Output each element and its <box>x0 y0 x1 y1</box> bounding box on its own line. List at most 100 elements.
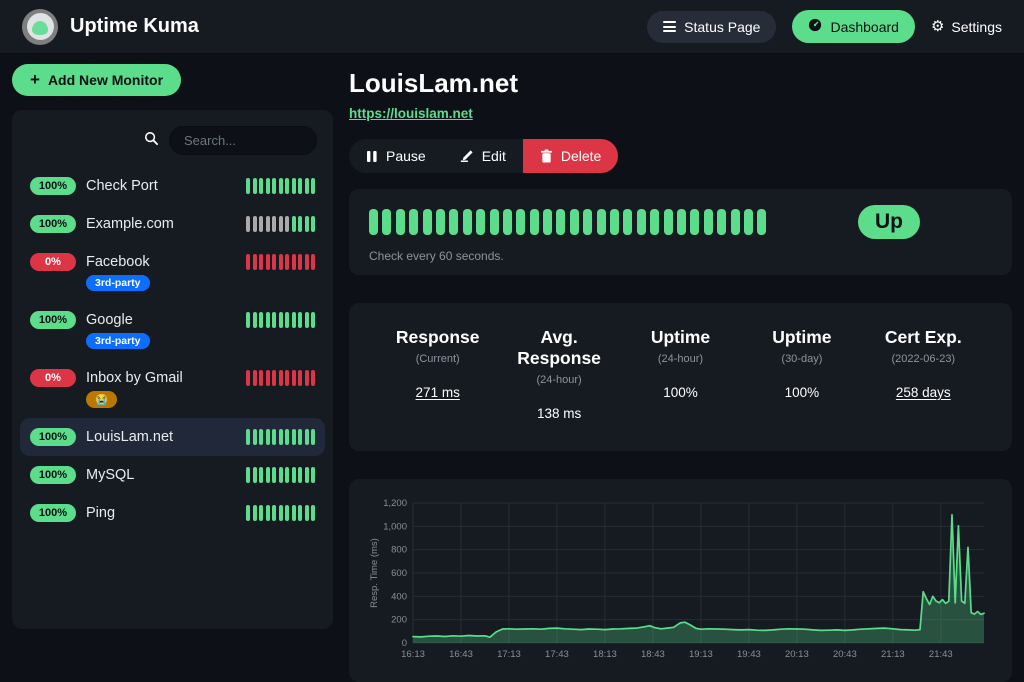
beat-up <box>265 467 270 483</box>
beat-up <box>382 209 392 235</box>
check-interval-note: Check every 60 seconds. <box>369 249 504 263</box>
delete-button[interactable]: Delete <box>522 139 619 173</box>
monitor-name: Facebook <box>86 254 150 270</box>
monitor-item-inbox-by-gmail[interactable]: 0% Inbox by Gmail 😭 <box>20 359 325 418</box>
beat-up <box>291 467 296 483</box>
beat-up <box>291 178 296 194</box>
beat-up <box>636 209 646 235</box>
heartbeat-bar-mini <box>246 312 315 328</box>
svg-text:19:43: 19:43 <box>737 649 761 660</box>
uptime-badge: 100% <box>30 504 76 522</box>
beat-up <box>596 209 606 235</box>
monitor-item-facebook[interactable]: 0% Facebook 3rd-party <box>20 243 325 301</box>
beat-down <box>265 254 270 270</box>
edit-button[interactable]: Edit <box>442 139 523 173</box>
beat-down <box>285 370 289 386</box>
beat-up <box>610 209 620 235</box>
beat-empty <box>246 216 250 232</box>
dashboard-label: Dashboard <box>830 18 899 35</box>
delete-label: Delete <box>560 148 602 164</box>
beat-up <box>298 429 302 445</box>
monitor-name: Example.com <box>86 216 174 232</box>
beat-up <box>298 467 302 483</box>
monitor-action-group: Pause Edit Delete <box>349 139 619 173</box>
monitor-item-ping[interactable]: 100% Ping <box>20 494 325 532</box>
pause-button[interactable]: Pause <box>349 139 443 173</box>
beat-up <box>690 209 700 235</box>
beat-up <box>278 505 283 521</box>
beat-down <box>278 370 283 386</box>
search-input[interactable] <box>169 126 317 155</box>
beat-up <box>246 429 250 445</box>
stat-value[interactable]: 258 days <box>895 385 951 400</box>
svg-text:21:43: 21:43 <box>929 649 953 660</box>
heartbeat-bar-mini <box>246 254 315 270</box>
add-monitor-label: Add New Monitor <box>47 72 164 88</box>
beat-empty <box>278 216 283 232</box>
add-new-monitor-button[interactable]: + Add New Monitor <box>12 64 182 96</box>
monitor-item-google[interactable]: 100% Google 3rd-party <box>20 301 325 359</box>
beat-up <box>449 209 459 235</box>
monitor-url-link[interactable]: https://louislam.net <box>349 106 473 121</box>
beat-down <box>252 370 257 386</box>
beat-up <box>569 209 579 235</box>
dashboard-button[interactable]: Dashboard <box>792 10 915 43</box>
heartbeat-bar-mini <box>246 467 315 483</box>
svg-text:21:13: 21:13 <box>881 649 905 660</box>
monitor-item-louislam-net[interactable]: 100% LouisLam.net <box>20 418 325 456</box>
stat-value: 100% <box>784 385 820 400</box>
svg-text:Resp. Time (ms): Resp. Time (ms) <box>369 538 380 608</box>
beat-up <box>272 178 276 194</box>
beat-up <box>304 312 309 328</box>
stat-value: 138 ms <box>536 406 582 421</box>
settings-label: Settings <box>951 18 1002 35</box>
beat-up <box>252 429 257 445</box>
monitor-item-example-com[interactable]: 100% Example.com <box>20 205 325 243</box>
monitor-item-check-port[interactable]: 100% Check Port <box>20 167 325 205</box>
beat-up <box>285 505 289 521</box>
beat-up <box>246 505 250 521</box>
beat-up <box>285 178 289 194</box>
beat-down <box>259 254 263 270</box>
beat-up <box>422 209 432 235</box>
search-icon <box>144 131 159 151</box>
plus-icon: + <box>30 70 40 90</box>
beat-up <box>278 178 283 194</box>
beat-up <box>291 216 296 232</box>
monitor-name: Inbox by Gmail <box>86 370 183 386</box>
uptime-badge: 100% <box>30 311 76 329</box>
beat-up <box>265 429 270 445</box>
beat-up <box>272 429 276 445</box>
beat-up <box>252 178 257 194</box>
beat-up <box>291 429 296 445</box>
beat-down <box>298 370 302 386</box>
beat-up <box>252 312 257 328</box>
svg-text:18:43: 18:43 <box>641 649 665 660</box>
response-time-chart[interactable]: 0 200 400 600 800 1,000 1,200 16:13 16:43 17:13 17… <box>367 497 990 665</box>
monitor-item-mysql[interactable]: 100% MySQL <box>20 456 325 494</box>
beat-up <box>265 505 270 521</box>
svg-text:600: 600 <box>391 568 407 579</box>
beat-down <box>291 254 296 270</box>
beat-up <box>757 209 767 235</box>
stat-avg-response: Avg. Response (24-hour) 138 ms <box>498 327 619 421</box>
list-icon <box>663 21 677 32</box>
monitor-name: Google <box>86 312 133 328</box>
settings-button[interactable]: ⚙ Settings <box>931 19 1002 35</box>
app-brand-link[interactable]: Uptime Kuma <box>22 8 199 45</box>
beat-up <box>259 467 263 483</box>
beat-up <box>717 209 727 235</box>
beat-up <box>369 209 378 235</box>
beat-up <box>298 178 302 194</box>
status-page-button[interactable]: Status Page <box>647 10 777 43</box>
beat-up <box>703 209 713 235</box>
uptime-badge: 100% <box>30 215 76 233</box>
beat-up <box>265 312 270 328</box>
beat-up <box>285 312 289 328</box>
beat-up <box>291 505 296 521</box>
uptime-badge: 0% <box>30 369 76 387</box>
stat-value[interactable]: 271 ms <box>415 385 460 400</box>
beat-up <box>259 429 263 445</box>
beat-up <box>304 178 309 194</box>
beat-up <box>311 312 315 328</box>
